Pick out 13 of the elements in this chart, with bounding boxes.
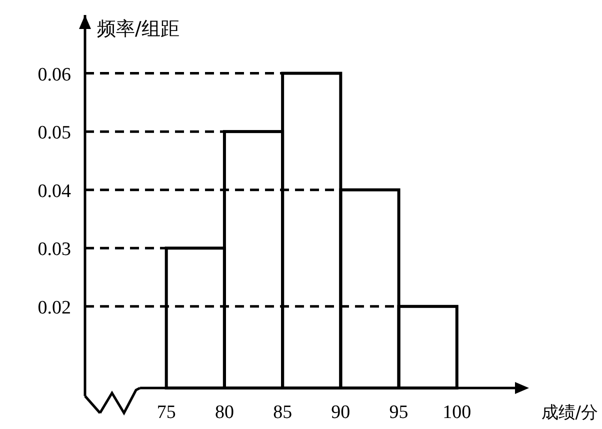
xtick: 80 xyxy=(214,402,234,423)
xtick: 100 xyxy=(442,402,472,423)
xtick: 95 xyxy=(389,402,408,423)
xlabel: 成绩/分 xyxy=(541,403,598,423)
ytick: 0.04 xyxy=(38,180,71,202)
xtick: 90 xyxy=(331,402,350,423)
ytick: 0.05 xyxy=(38,122,71,144)
ytick: 0.06 xyxy=(38,64,71,86)
xtick: 85 xyxy=(273,402,292,423)
ylabel: 频率/组距 xyxy=(97,18,180,40)
ytick: 0.02 xyxy=(38,297,71,318)
xtick: 75 xyxy=(156,402,176,423)
ytick: 0.03 xyxy=(38,239,71,260)
